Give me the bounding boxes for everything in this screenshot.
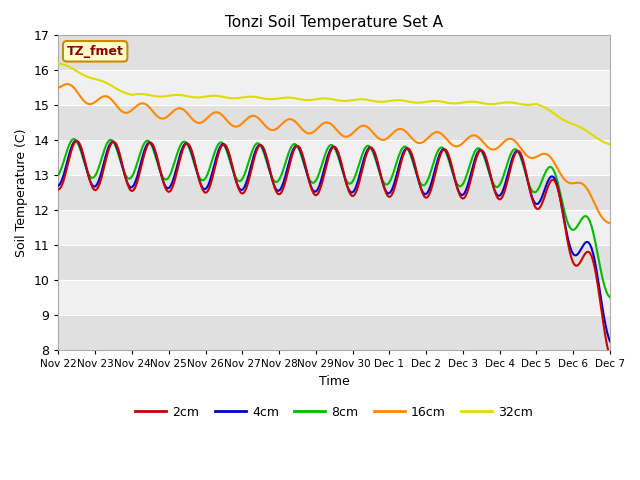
- Bar: [58, 210, 610, 245]
- Bar: [58, 175, 610, 210]
- Bar: [58, 280, 610, 315]
- Bar: [58, 71, 610, 105]
- Title: Tonzi Soil Temperature Set A: Tonzi Soil Temperature Set A: [225, 15, 444, 30]
- Bar: [58, 36, 610, 71]
- X-axis label: Time: Time: [319, 375, 349, 388]
- Text: TZ_fmet: TZ_fmet: [67, 45, 124, 58]
- Bar: [58, 245, 610, 280]
- Legend: 2cm, 4cm, 8cm, 16cm, 32cm: 2cm, 4cm, 8cm, 16cm, 32cm: [130, 401, 538, 424]
- Y-axis label: Soil Temperature (C): Soil Temperature (C): [15, 129, 28, 257]
- Bar: [58, 140, 610, 175]
- Bar: [58, 105, 610, 140]
- Bar: [58, 315, 610, 350]
